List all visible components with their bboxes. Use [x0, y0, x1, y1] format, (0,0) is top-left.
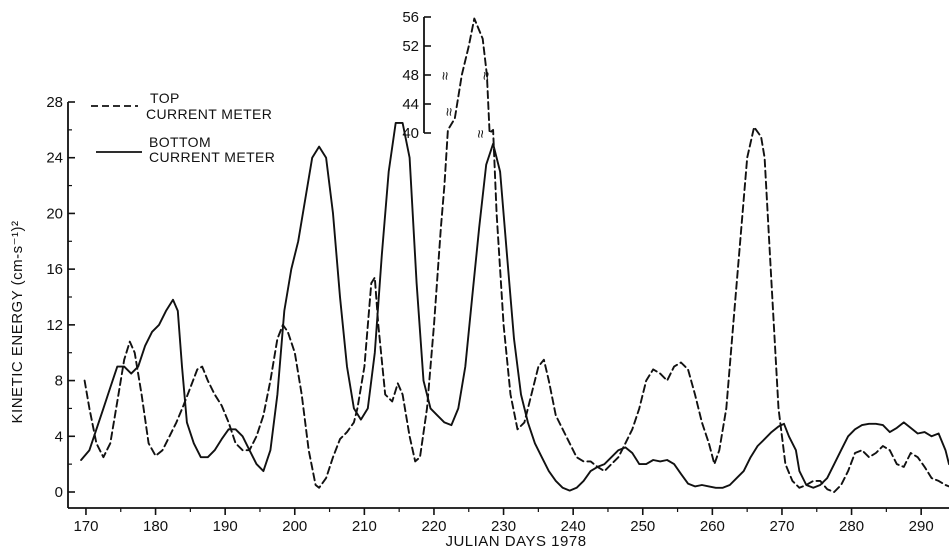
y-tick-label: 8 — [55, 373, 63, 390]
x-tick-label: 250 — [630, 518, 655, 535]
y-tick-label: 28 — [46, 94, 63, 111]
y-tick-label: 0 — [55, 484, 63, 501]
x-tick-label: 210 — [352, 518, 377, 535]
inset-tick-label: 48 — [402, 67, 419, 84]
inset-tick-label: 52 — [402, 38, 419, 55]
inset-tick-label: 56 — [402, 9, 419, 26]
x-tick-label: 170 — [73, 518, 98, 535]
y-tick-label: 4 — [55, 428, 63, 445]
axis-break-symbol: ≈ — [441, 108, 458, 116]
legend-bottom-label-line2: CURRENT METER — [149, 149, 275, 165]
x-axis-title: JULIAN DAYS 1978 — [445, 533, 586, 550]
y-tick-label: 12 — [46, 317, 63, 334]
y-tick-label: 24 — [46, 150, 63, 167]
axis-break-symbol: ≈ — [472, 130, 489, 138]
y-tick-label: 16 — [46, 261, 63, 278]
axis-break-symbol: ≈ — [437, 72, 454, 80]
x-axis-ticks: 170 180 190 200 210 220 230 240 250 260 270 280 290 — [73, 508, 934, 535]
y-tick-label: 20 — [46, 205, 63, 222]
series-top-current-meter — [83, 17, 949, 493]
x-tick-label: 280 — [839, 518, 864, 535]
axis-break-symbol: ≈ — [478, 72, 495, 80]
x-tick-label: 230 — [491, 518, 516, 535]
x-tick-label: 190 — [213, 518, 238, 535]
axes — [67, 102, 949, 509]
series-layer — [80, 17, 949, 493]
legend-top-label-line2: CURRENT METER — [146, 106, 272, 122]
axis-break-marks: ≈ ≈ ≈ ≈ — [437, 72, 495, 138]
x-tick-label: 240 — [561, 518, 586, 535]
x-tick-label: 180 — [143, 518, 168, 535]
y-axis-title: KINETIC ENERGY (cm-s⁻¹)² — [9, 221, 26, 424]
legend-bottom-label-line1: BOTTOM — [149, 134, 211, 150]
y-axis-ticks: 0 4 8 12 16 20 24 28 — [46, 94, 75, 501]
x-tick-label: 200 — [282, 518, 307, 535]
x-tick-label: 260 — [700, 518, 725, 535]
inset-tick-label: 44 — [402, 96, 419, 113]
x-tick-label: 290 — [909, 518, 934, 535]
series-bottom-current-meter — [80, 121, 949, 492]
legend: TOP CURRENT METER BOTTOM CURRENT METER — [91, 90, 275, 165]
legend-top-label-line1: TOP — [150, 90, 180, 106]
x-tick-label: 270 — [769, 518, 794, 535]
x-tick-label: 220 — [421, 518, 446, 535]
